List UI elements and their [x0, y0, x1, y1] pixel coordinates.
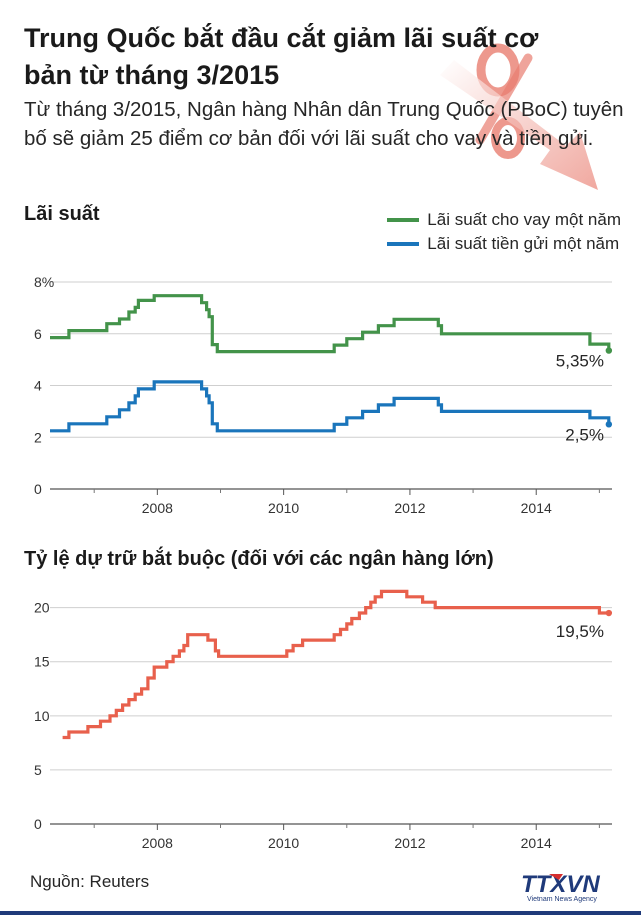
series-end-point-2: [605, 421, 613, 428]
page-subtitle: Từ tháng 3/2015, Ngân hàng Nhân dân Trun…: [24, 98, 624, 150]
ttxvn-logo-icon: TTXVN Vietnam News Agency: [521, 871, 600, 903]
series-line-1: [50, 294, 611, 354]
x-tick-label: 2014: [521, 835, 552, 851]
page-title: Trung Quốc bắt đầu cắt giảm lãi suất cơ …: [24, 23, 539, 90]
end-value-label-1: 19,5%: [556, 622, 604, 641]
x-tick-label: 2008: [142, 835, 173, 851]
x-tick-label: 2008: [142, 500, 173, 516]
legend-item-deposit: Lãi suất tiền gửi một năm: [387, 232, 621, 256]
legend-label-lending: Lãi suất cho vay một năm: [427, 210, 621, 229]
interest-rate-chart: 0 2 4 6 8% 2008 2010 2012 2014 5,35% 2,5%: [34, 274, 613, 516]
y-tick-label: 8%: [34, 274, 54, 290]
svg-text:Vietnam News Agency: Vietnam News Agency: [527, 896, 597, 903]
x-tick-label: 2012: [394, 835, 425, 851]
y-tick-label: 0: [34, 481, 42, 497]
y-tick-label: 0: [34, 816, 42, 832]
chart2-title: Tỷ lệ dự trữ bắt buộc (đối với các ngân …: [24, 548, 494, 570]
y-tick-label: 6: [34, 326, 42, 342]
series-end-point-1: [605, 347, 613, 354]
x-tick-label: 2014: [521, 500, 552, 516]
x-tick-label: 2010: [268, 835, 299, 851]
y-tick-label: 15: [34, 654, 50, 670]
reserve-ratio-chart: 0 5 10 15 20 2008 2010 2012 2014 19,5%: [34, 589, 613, 851]
source-note: Nguồn: Reuters: [30, 872, 150, 891]
y-tick-label: 5: [34, 762, 42, 778]
legend-item-lending: Lãi suất cho vay một năm: [387, 208, 621, 232]
legend-label-deposit: Lãi suất tiền gửi một năm: [427, 234, 620, 253]
y-tick-label: 4: [34, 378, 42, 394]
bottom-bar: [0, 911, 641, 915]
chart1-title: Lãi suất: [24, 203, 100, 225]
series-line-2: [50, 380, 611, 433]
x-tick-label: 2012: [394, 500, 425, 516]
series-line-1: [62, 589, 609, 740]
y-tick-label: 20: [34, 600, 50, 616]
y-tick-label: 10: [34, 708, 50, 724]
legend-swatch-deposit: [387, 242, 420, 246]
end-value-label-2: 2,5%: [565, 425, 604, 444]
percent-decoration-icon: [440, 43, 598, 190]
legend-swatch-lending: [387, 218, 420, 222]
chart1-legend: Lãi suất cho vay một năm Lãi suất tiền g…: [387, 208, 621, 256]
end-value-label-1: 5,35%: [556, 352, 604, 371]
y-tick-label: 2: [34, 429, 42, 445]
x-tick-label: 2010: [268, 500, 299, 516]
series-end-point-1: [605, 609, 613, 617]
